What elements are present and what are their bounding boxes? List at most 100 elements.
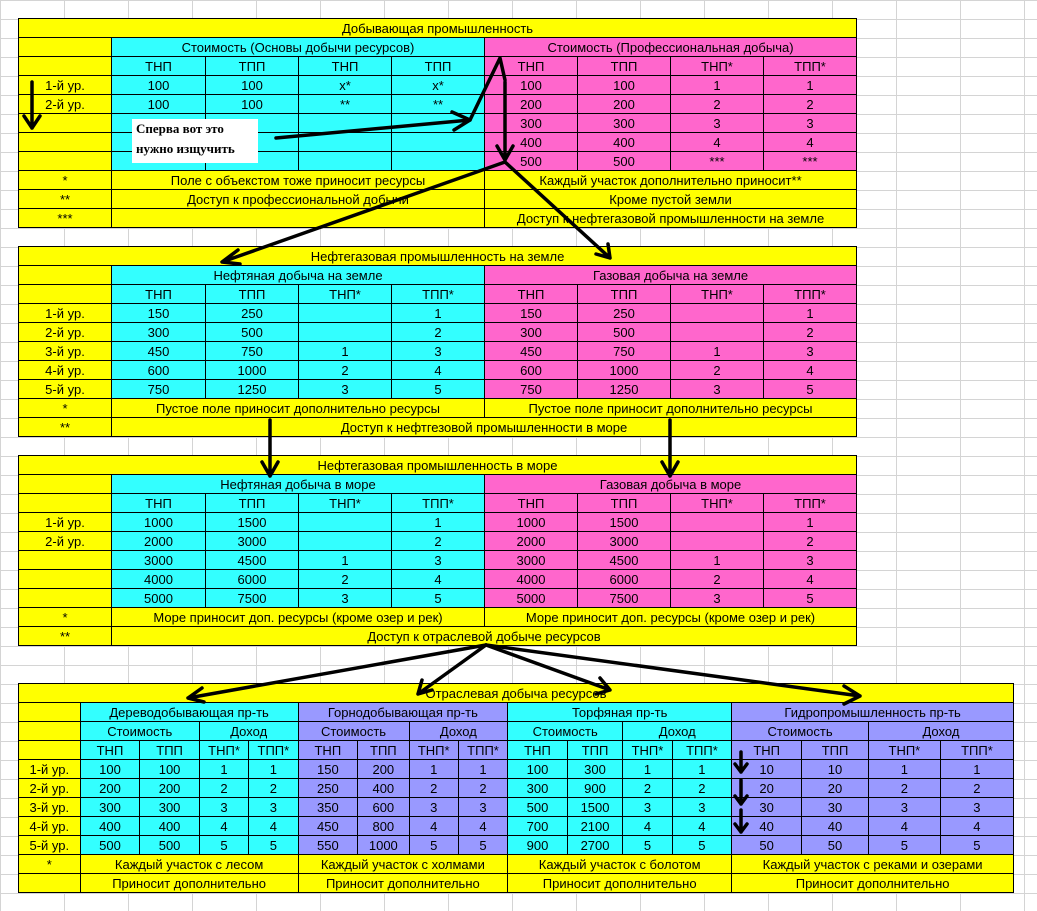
cell: 1000 <box>111 512 206 532</box>
note-row: * Поле с объекстом тоже приносит ресурсы… <box>18 170 858 190</box>
table-row: 3000 4500 1 3 3000 4500 1 3 <box>18 550 857 570</box>
cell: 7500 <box>205 588 299 608</box>
cost-header: Стоимость <box>79 721 200 741</box>
cost-header: Стоимость <box>507 721 624 741</box>
cell: 400 <box>357 778 410 798</box>
income-header: Доход <box>198 721 299 741</box>
cell: 1 <box>298 550 392 570</box>
cell: 2 <box>867 778 941 798</box>
table-row: 1-й ур. 150 250 1 150 250 1 <box>18 303 858 323</box>
column-header: ТПП* <box>939 740 1015 760</box>
note-text: Каждый участок с лесом <box>79 854 299 874</box>
group-header: Стоимость (Основы добычи ресурсов) <box>111 37 485 57</box>
cell: 3 <box>867 797 941 817</box>
cell: 1 <box>939 759 1015 779</box>
column-header: ТНП <box>484 493 578 513</box>
cell: 3 <box>408 797 459 817</box>
column-header: ТПП* <box>671 740 733 760</box>
row-label: 5-й ур. <box>18 835 81 855</box>
cell: 3 <box>763 550 857 570</box>
column-header: ТПП* <box>391 284 485 304</box>
cell: 1000 <box>357 835 410 855</box>
group-header: Газовая добыча на земле <box>483 265 858 285</box>
cell: 100 <box>507 759 568 779</box>
cell: 4 <box>622 816 673 836</box>
note-text: Море приносит доп. ресурсы (кроме озер и… <box>111 607 485 627</box>
cell: 200 <box>484 94 578 114</box>
column-header: ТНП* <box>670 493 764 513</box>
row-label: 1-й ур. <box>18 303 112 323</box>
cell: 300 <box>139 797 200 817</box>
cell: 1 <box>248 759 299 779</box>
cell: 40 <box>801 816 869 836</box>
cell: 1 <box>671 759 733 779</box>
cell: 3 <box>298 588 392 608</box>
cell: 500 <box>484 151 578 171</box>
column-header: ТПП* <box>248 740 299 760</box>
column-header: ТНП* <box>670 56 764 76</box>
cell: 750 <box>577 341 671 361</box>
cell: 3 <box>939 797 1015 817</box>
cost-header: Стоимость <box>297 721 410 741</box>
cell: 4 <box>198 816 250 836</box>
cell: 4 <box>867 816 941 836</box>
cell: 50 <box>731 835 803 855</box>
cell: 1500 <box>205 512 299 532</box>
cell: 2 <box>622 778 673 798</box>
cell: 2000 <box>111 531 206 551</box>
cell: 1 <box>391 303 485 323</box>
cell: x* <box>298 75 392 95</box>
cell: 5 <box>762 379 858 399</box>
note-marker: ** <box>18 626 112 646</box>
cell: 2 <box>671 778 733 798</box>
corner-cell <box>18 37 112 57</box>
cell: 500 <box>139 835 200 855</box>
column-header: ТНП <box>111 56 206 76</box>
cell: 50 <box>801 835 869 855</box>
cell <box>670 303 764 323</box>
cell: 4 <box>671 816 733 836</box>
note-marker: ** <box>18 189 112 209</box>
cell: 1500 <box>566 797 624 817</box>
group-header: Газовая добыча в море <box>484 474 857 494</box>
cell: 400 <box>484 132 578 152</box>
cell: 750 <box>205 341 299 361</box>
column-header: ТПП* <box>762 284 858 304</box>
note-text: Приносит дополнительно <box>79 873 299 893</box>
group-header: Нефтяная добыча в море <box>111 474 485 494</box>
cell: 5000 <box>111 588 206 608</box>
cell: 250 <box>205 303 299 323</box>
cell: 1 <box>670 550 764 570</box>
cell: 1 <box>298 341 392 361</box>
cell: 4 <box>391 360 485 380</box>
cell: 900 <box>566 778 624 798</box>
cell <box>298 531 392 551</box>
column-header: ТПП <box>205 56 299 76</box>
cell <box>391 151 485 171</box>
table-row: 3-й ур. 300 300 3 3 350 600 3 3 500 1500… <box>18 797 1015 817</box>
cell: 1000 <box>577 360 671 380</box>
column-header: ТНП <box>484 284 578 304</box>
column-header: ТНП* <box>622 740 673 760</box>
income-header: Доход <box>408 721 509 741</box>
cell: 4 <box>939 816 1015 836</box>
cell: 3 <box>391 550 485 570</box>
corner-cell <box>18 474 112 494</box>
note-text: Приносит дополнительно <box>731 873 1014 893</box>
cell: 5 <box>671 835 733 855</box>
column-header: ТПП <box>357 740 410 760</box>
corner-cell <box>18 721 81 741</box>
cell: 100 <box>139 759 200 779</box>
annotation-line: нужно изщучить <box>136 141 235 156</box>
note-marker: * <box>18 607 112 627</box>
cell: 2700 <box>566 835 624 855</box>
income-header: Доход <box>867 721 1015 741</box>
cell: 300 <box>507 778 568 798</box>
table-title: Отраслевая добыча ресурсов <box>18 683 1014 703</box>
column-header: ТНП* <box>298 493 392 513</box>
note-text: Доступ к нефтегазовой промышленности на … <box>483 208 858 228</box>
column-header: ТНП* <box>298 284 392 304</box>
cell: 3 <box>670 379 764 399</box>
column-header: ТНП* <box>670 284 764 304</box>
cell: 1250 <box>577 379 671 399</box>
